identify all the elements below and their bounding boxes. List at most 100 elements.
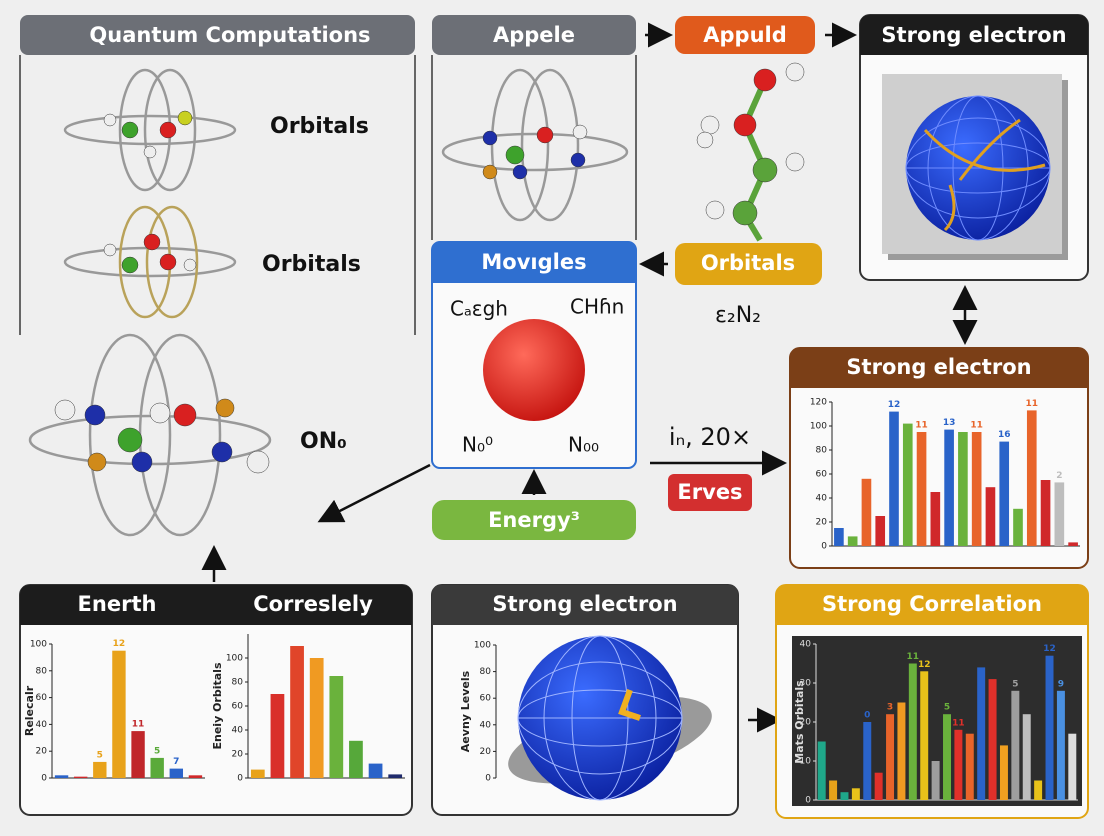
orbitals-pill: Orbitals (675, 243, 822, 285)
chart-title: Strong electron (846, 355, 1031, 379)
bar (131, 731, 145, 778)
bar (1068, 733, 1077, 800)
bar (169, 768, 184, 778)
bar (270, 694, 285, 778)
bar (931, 761, 940, 800)
y-axis-label: Aevny Levels (459, 670, 472, 752)
y-tick-label: 0 (821, 542, 827, 552)
bar (150, 757, 164, 778)
bar (863, 722, 872, 800)
quantum-panel: Quantum Computations Orbitals Orbitals O… (19, 15, 416, 537)
y-tick-label: 20 (232, 750, 244, 760)
y-axis-label: Relecalr (23, 685, 36, 736)
y-tick-label: 100 (474, 641, 491, 651)
y-tick-label: 0 (805, 796, 811, 806)
bar (930, 492, 941, 546)
y-tick-label: 40 (816, 494, 828, 504)
bar-annotation: 11 (907, 652, 920, 662)
y-axis-label: Mats Orbitals (793, 680, 806, 764)
bar-annotation: 12 (918, 660, 931, 670)
molecule (696, 62, 805, 242)
y-tick-label: 20 (800, 718, 812, 728)
y-tick-label: 100 (30, 640, 47, 650)
y-tick-label: 60 (816, 470, 828, 480)
formula: ε₂N₂ (715, 303, 761, 328)
panel-title: Quantum Computations (89, 23, 370, 47)
panel-title: Strong electron (881, 23, 1066, 47)
bar-annotation: 5 (154, 746, 160, 756)
bar (874, 772, 883, 800)
bar (73, 776, 88, 778)
y-tick-label: 60 (480, 694, 492, 704)
bar (290, 646, 304, 778)
bar (840, 792, 849, 800)
bar-annotation: 11 (952, 718, 965, 728)
bar (1026, 410, 1037, 546)
bar-annotation: 11 (915, 421, 928, 431)
y-axis-label: Eneiy Orbitals (211, 662, 224, 749)
bar (1056, 690, 1065, 800)
bar (250, 769, 265, 778)
bar-annotation: 11 (132, 720, 145, 730)
bar (329, 676, 344, 778)
y-tick-label: 80 (36, 666, 48, 676)
y-tick-label: 60 (232, 702, 244, 712)
movigles-panel: Movıgles Cₐεgh CHɦn N₀⁰ N₀₀ (431, 241, 637, 469)
label: N₀⁰ (462, 433, 493, 457)
bar (999, 745, 1008, 800)
bar (875, 516, 886, 546)
bar-annotation: 12 (1043, 644, 1056, 654)
bar (988, 679, 997, 800)
bar-annotation: 0 (864, 711, 870, 721)
bar (93, 761, 107, 778)
y-tick-label: 30 (800, 679, 812, 689)
bar (829, 780, 838, 800)
panel-title: Movıgles (481, 250, 586, 274)
energy-pill: Energy³ (432, 500, 636, 540)
chart-title: Strong electron (492, 592, 677, 616)
bar (985, 487, 996, 546)
pill-label: Erves (677, 480, 742, 504)
y-tick-label: 80 (816, 446, 828, 456)
bar (851, 788, 860, 800)
pill-label: Orbitals (701, 251, 795, 275)
flow-label: iₙ, 20× (669, 423, 751, 451)
appuld-pill: Appuld (675, 16, 815, 54)
bar (309, 658, 324, 778)
bar-annotation: 5 (1012, 679, 1018, 689)
label: ON₀ (300, 429, 347, 454)
arrow (317, 463, 431, 523)
y-tick-label: 40 (36, 720, 48, 730)
bar-annotation: 16 (998, 430, 1011, 440)
label: CHɦn (570, 295, 624, 319)
bar (886, 714, 895, 800)
panel-title: Appele (493, 23, 575, 47)
y-tick-label: 40 (480, 720, 492, 730)
bar (908, 663, 917, 800)
bar (897, 702, 906, 800)
y-tick-label: 120 (810, 398, 827, 408)
bar (817, 741, 826, 800)
strong-top-panel: Strong electron (859, 14, 1089, 281)
bar-annotation: 9 (1058, 679, 1064, 689)
label: Orbitals (262, 252, 361, 277)
bar (1022, 714, 1031, 800)
erves-pill: Erves (668, 474, 752, 511)
y-tick-label: 0 (237, 774, 243, 784)
bar (834, 528, 844, 546)
y-tick-label: 20 (816, 518, 828, 528)
bar (999, 441, 1010, 546)
bar-annotation: 11 (970, 421, 983, 431)
label: N₀₀ (568, 433, 599, 457)
bar (54, 775, 69, 778)
bar (916, 432, 927, 546)
y-tick-label: 60 (36, 693, 48, 703)
bar (1068, 542, 1078, 546)
y-tick-label: 80 (480, 667, 492, 677)
bar-annotation: 12 (113, 639, 126, 649)
bar-annotation: 5 (944, 703, 950, 713)
bar-annotation: 2 (1056, 471, 1062, 481)
y-tick-label: 10 (800, 757, 812, 767)
bar (861, 478, 872, 546)
y-tick-label: 100 (226, 654, 243, 664)
